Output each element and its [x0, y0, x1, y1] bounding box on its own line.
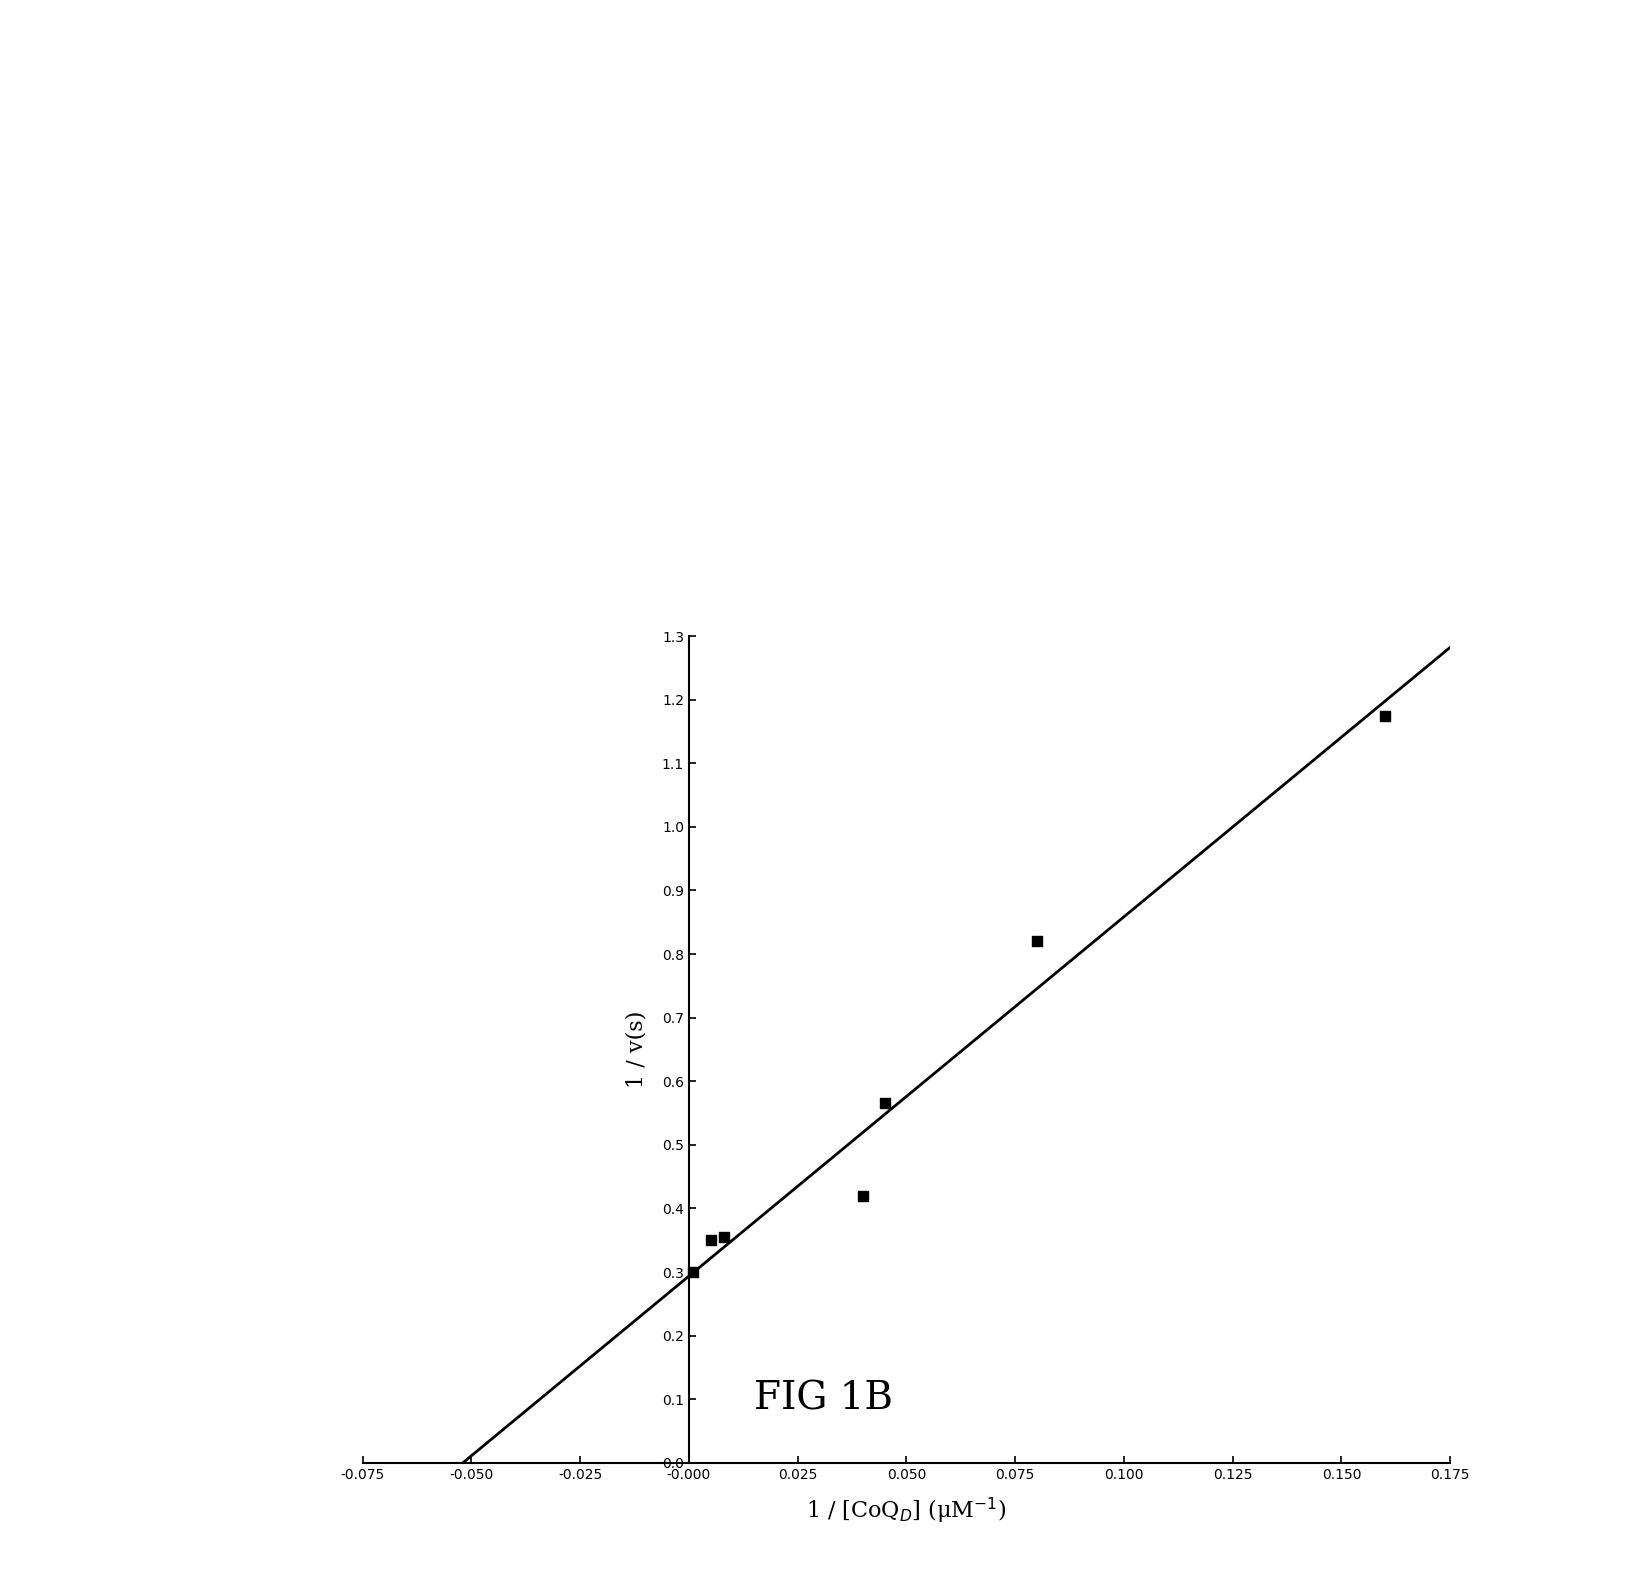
Point: [1023, 929, 1050, 954]
Point: [681, 1259, 707, 1285]
X-axis label: 1 / [CoQ$_D$] (μM$^{-1}$): 1 / [CoQ$_D$] (μM$^{-1}$): [806, 1496, 1007, 1526]
Y-axis label: 1 / v(s): 1 / v(s): [626, 1011, 648, 1088]
Point: [1371, 703, 1398, 728]
Point: [697, 1227, 723, 1253]
Point: [850, 1183, 877, 1208]
Point: [710, 1224, 737, 1250]
Text: FIG 1B: FIG 1B: [755, 1380, 893, 1418]
Point: [872, 1091, 898, 1116]
